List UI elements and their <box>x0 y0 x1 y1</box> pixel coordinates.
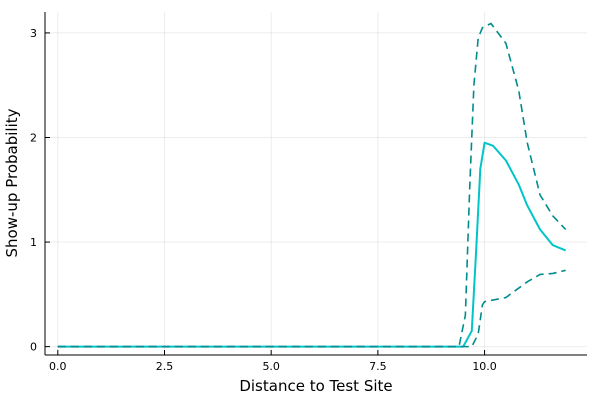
y-tick-label: 3 <box>30 27 37 40</box>
series-line-upper-bound <box>57 22 567 348</box>
x-tick-label: 7.5 <box>369 360 387 373</box>
x-axis-label: Distance to Test Site <box>239 377 392 395</box>
y-tick-label: 2 <box>30 131 37 144</box>
y-tick-label: 1 <box>30 236 37 249</box>
series-line-estimate <box>57 141 567 348</box>
y-tick-label: 0 <box>30 341 37 354</box>
x-tick-label: 0.0 <box>49 360 67 373</box>
x-tick-label: 10.0 <box>472 360 497 373</box>
axes <box>44 12 587 356</box>
grid <box>45 12 587 355</box>
series-line-lower-bound <box>57 269 566 348</box>
x-tick-label: 2.5 <box>156 360 174 373</box>
x-tick-label: 5.0 <box>262 360 280 373</box>
y-axis-label: Show-up Probability <box>3 108 21 257</box>
ticks: 0.0 2.5 5.0 7.5 10.0 0 1 2 3 <box>30 27 497 373</box>
series-layer <box>57 22 567 348</box>
